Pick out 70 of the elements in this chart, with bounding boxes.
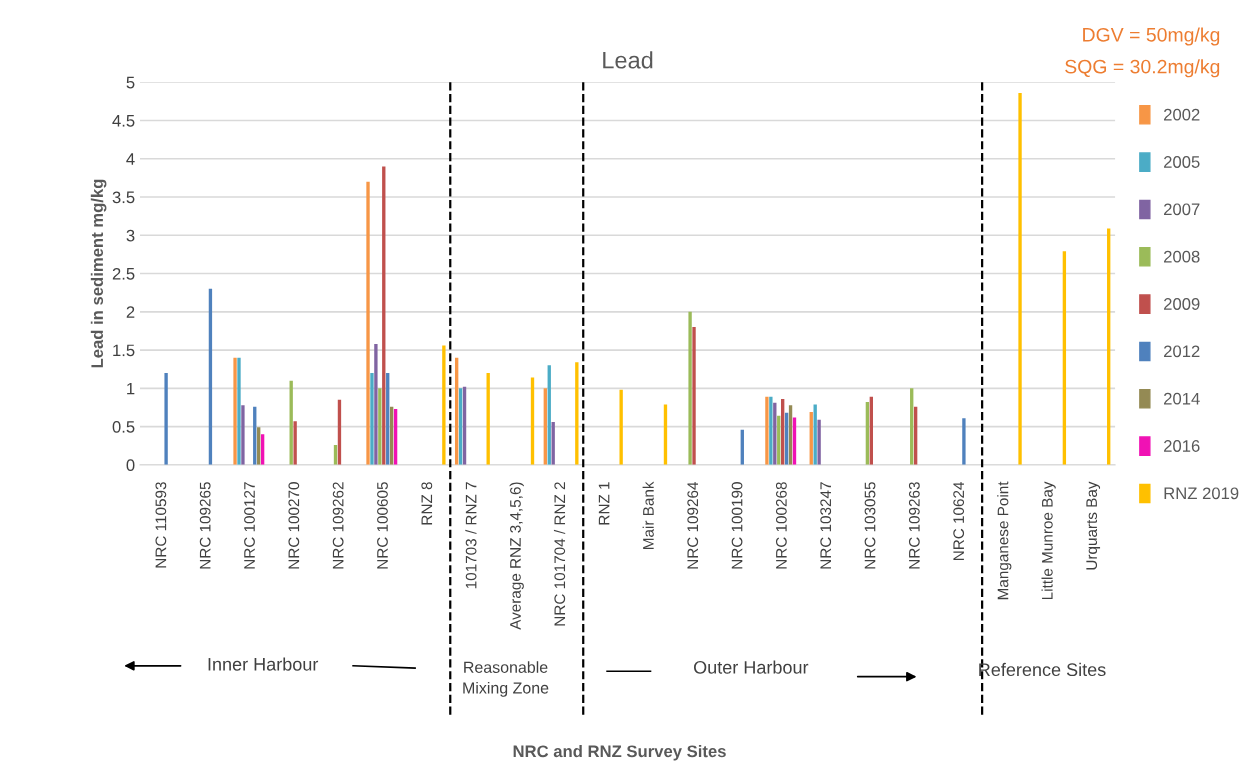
legend-label: 2014 (1164, 392, 1200, 405)
legend-label: RNZ 2019 (1164, 487, 1239, 500)
legend-label: 2012 (1164, 345, 1200, 358)
legend-label: 2016 (1164, 440, 1200, 452)
bar (293, 421, 297, 465)
y-tick-label: 3 (126, 229, 135, 242)
bar (575, 362, 579, 465)
bar (164, 373, 168, 465)
bar (962, 418, 966, 465)
x-tick-label: Mair Bank (642, 481, 654, 550)
x-tick-label: RNZ 1 (598, 482, 610, 525)
y-tick-label: 1 (127, 382, 135, 395)
x-tick-label: NRC 109262 (332, 482, 344, 569)
bar (378, 388, 382, 465)
bar (374, 343, 378, 465)
bar (370, 373, 374, 465)
x-tick-label: NRC 103247 (820, 482, 832, 569)
x-tick-label: NRC 109264 (687, 481, 699, 569)
y-tick-label: 2 (126, 306, 135, 318)
x-tick-label: NRC 109263 (908, 482, 920, 569)
x-tick-label: NRC 101704 / RNZ 2 (553, 482, 566, 626)
bar (688, 311, 692, 465)
x-tick-label: Average RNZ 3,4,5,6) (509, 482, 524, 630)
x-tick-label: NRC 110593 (155, 482, 167, 568)
y-tick-label: 5 (126, 76, 135, 89)
bar (692, 327, 696, 465)
text: Inner Harbour (208, 657, 319, 671)
text: NRC and RNZ Survey Sites (513, 744, 726, 761)
bar (366, 181, 370, 465)
bar (442, 345, 446, 465)
text: SQG = 30.2mg/kg (1065, 59, 1220, 78)
legend-label: 2002 (1164, 108, 1200, 121)
x-tick-label: NRC 103055 (864, 482, 876, 569)
bar (765, 396, 769, 465)
y-axis-title: Lead in sediment mg/kg (90, 179, 107, 368)
chart-title: Lead (603, 51, 653, 69)
bar (769, 396, 773, 465)
x-tick-label: NRC 100270 (288, 482, 300, 569)
bar (241, 405, 245, 465)
x-tick-label: NRC 100127 (244, 482, 255, 569)
x-tick-label: NRC 100605 (377, 482, 388, 569)
text: DGV = 50mg/kg (1083, 27, 1220, 46)
x-tick-label: RNZ 8 (421, 482, 433, 525)
y-tick-label: 4 (126, 153, 135, 165)
text: Reasonable Mixing Zone (463, 661, 549, 697)
text: Outer Harbour (693, 660, 809, 674)
y-tick-label: 1.5 (113, 344, 135, 357)
legend-label: 2007 (1164, 203, 1200, 216)
bar (817, 419, 821, 465)
x-tick-label: Little Munroe Bay (1041, 481, 1056, 600)
x-tick-label: Manganese Point (997, 481, 1012, 600)
y-tick-label: 0.5 (112, 420, 135, 433)
x-tick-label: NRC 100268 (775, 482, 787, 569)
y-tick-label: 4.5 (112, 115, 135, 127)
y-tick-label: 3.5 (112, 191, 135, 204)
bar (1018, 92, 1022, 465)
bar (237, 357, 241, 465)
x-tick-label: NRC 100190 (731, 482, 743, 569)
bar (619, 389, 623, 465)
legend-label: 2008 (1164, 250, 1200, 263)
bar (233, 357, 237, 465)
x-tick-label: NRC 10624 (953, 481, 965, 561)
legend-label: 2009 (1164, 298, 1200, 310)
x-tick-label: 101703 / RNZ 7 (465, 482, 477, 589)
x-tick-label: Urquarts Bay (1086, 481, 1101, 570)
x-tick-label: NRC 109265 (199, 482, 211, 569)
y-tick-label: 2.5 (112, 267, 135, 280)
text: Reference Sites (979, 662, 1106, 677)
legend-label: 2005 (1164, 156, 1200, 168)
y-tick-label: 0 (126, 459, 135, 472)
